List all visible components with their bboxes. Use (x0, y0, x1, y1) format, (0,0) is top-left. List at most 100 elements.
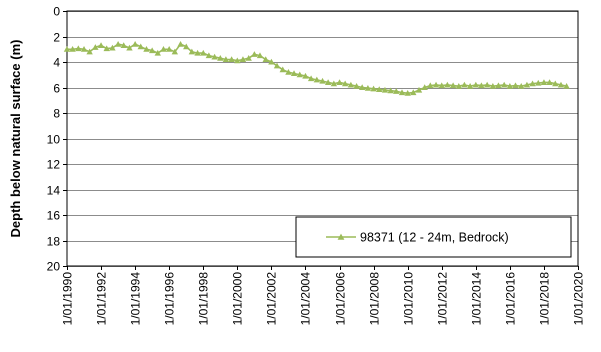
data-point-marker (296, 71, 303, 78)
y-tick-label: 4 (53, 56, 60, 70)
data-point-marker (336, 79, 343, 85)
data-point-marker (483, 81, 491, 88)
data-point-marker (69, 46, 76, 52)
y-tick-label: 18 (47, 235, 61, 249)
data-point-marker (472, 81, 480, 88)
data-point-marker (200, 49, 207, 56)
data-point-marker (398, 89, 406, 96)
x-tick-label: 1/01/2004 (299, 272, 313, 326)
data-point-marker (489, 83, 497, 89)
data-point-marker (268, 58, 275, 65)
data-point-marker (330, 80, 338, 87)
y-axis-title: Depth below natural surface (m) (8, 40, 23, 238)
y-tick-label: 16 (47, 209, 61, 223)
data-point-marker (393, 88, 400, 94)
data-point-marker (444, 81, 451, 88)
x-tick-label: 1/01/1994 (129, 272, 143, 326)
data-point-marker (75, 45, 82, 52)
data-point-marker (262, 56, 269, 63)
x-tick-label: 1/01/2012 (436, 272, 450, 326)
data-point-marker (540, 79, 548, 85)
y-tick-label: 0 (53, 5, 60, 19)
data-point-marker (387, 87, 394, 94)
data-point-marker (251, 51, 258, 57)
y-tick-label: 12 (47, 158, 61, 172)
data-point-marker (455, 83, 462, 89)
data-point-marker (103, 45, 110, 52)
x-tick-label: 1/01/1998 (197, 272, 211, 326)
data-point-marker (347, 81, 355, 88)
data-point-marker (427, 82, 434, 89)
data-point-marker (552, 80, 559, 87)
data-point-marker (512, 82, 519, 89)
data-point-marker (495, 82, 502, 89)
data-point-marker (126, 44, 133, 51)
x-tick-label: 1/01/1996 (163, 272, 177, 326)
y-tick-label: 2 (53, 31, 60, 45)
data-point-marker (376, 86, 383, 92)
x-tick-label: 1/01/2002 (265, 272, 279, 326)
x-tick-label: 1/01/2020 (572, 272, 586, 326)
data-point-marker (364, 84, 372, 91)
y-axis-ticks: 0 2 4 6 8 10 12 14 16 18 20 (47, 5, 67, 274)
data-point-marker (290, 70, 298, 77)
data-point-marker (421, 84, 428, 91)
data-point-marker (319, 77, 326, 84)
data-point-marker (183, 43, 190, 50)
data-point-marker (188, 48, 196, 55)
plot-area-frame (66, 10, 579, 267)
data-point-marker (217, 54, 224, 61)
x-tick-label: 1/01/2018 (538, 272, 552, 326)
x-tick-label: 1/01/1992 (95, 272, 109, 326)
data-point-marker (211, 53, 218, 60)
data-point-marker (461, 81, 468, 88)
data-point-marker (171, 48, 179, 55)
data-point-marker (358, 84, 366, 91)
data-point-marker (529, 80, 536, 87)
data-point-marker (97, 42, 105, 48)
data-point-marker (205, 52, 213, 59)
data-point-marker (239, 56, 247, 63)
data-point-marker (370, 85, 377, 92)
data-point-marker (432, 81, 440, 88)
y-tick-label: 10 (47, 133, 61, 147)
data-point-marker (535, 79, 542, 86)
data-point-marker (478, 82, 485, 89)
legend: 98371 (12 - 24m, Bedrock) (295, 216, 572, 258)
data-point-marker (154, 49, 161, 56)
data-point-marker (341, 80, 349, 87)
y-tick-label: 6 (53, 82, 60, 96)
data-point-marker (449, 82, 457, 89)
data-point-marker (143, 46, 150, 52)
data-point-marker (313, 76, 321, 83)
data-point-marker (302, 72, 309, 79)
data-point-marker (222, 56, 230, 63)
data-point-marker (273, 62, 281, 69)
data-point-marker (120, 42, 127, 48)
x-tick-label: 1/01/1990 (61, 272, 75, 326)
data-point-marker (466, 83, 474, 89)
data-point-marker (381, 86, 389, 93)
y-tick-label: 14 (47, 184, 61, 198)
x-tick-label: 1/01/2014 (470, 272, 484, 326)
data-point-marker (165, 46, 173, 52)
data-point-marker (557, 81, 565, 88)
y-tick-label: 20 (47, 260, 61, 274)
data-point-marker (160, 46, 167, 52)
x-tick-label: 1/01/2016 (504, 272, 518, 326)
data-point-marker (256, 52, 264, 59)
data-point-marker (109, 44, 116, 51)
legend-label: 98371 (12 - 24m, Bedrock) (360, 231, 509, 245)
x-tick-label: 1/01/2006 (334, 272, 348, 326)
data-point-marker (177, 40, 184, 47)
data-point-marker (63, 46, 71, 52)
data-point-marker (228, 56, 235, 63)
series-layer (63, 40, 570, 96)
data-point-marker (285, 69, 292, 75)
data-point-marker (307, 75, 315, 82)
data-point-marker (500, 81, 508, 88)
data-point-marker (80, 46, 88, 52)
y-tick-label: 8 (53, 107, 60, 121)
data-point-marker (194, 49, 201, 56)
data-point-marker (410, 89, 417, 96)
